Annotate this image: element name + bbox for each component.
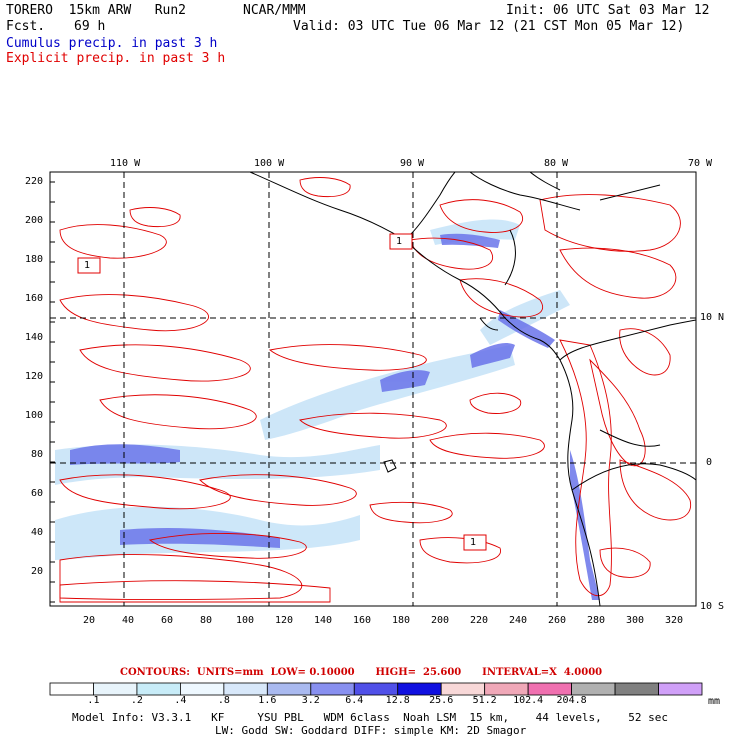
colorbar-swatch xyxy=(223,682,268,696)
colorbar-label: 3.2 xyxy=(301,695,320,706)
field-explicit: Explicit precip. in past 3 h xyxy=(6,51,226,66)
colorbar-swatch xyxy=(136,682,181,696)
left-tick-label: 60 xyxy=(31,488,44,499)
org-label: NCAR/MMM xyxy=(243,3,306,18)
right-tick-label: 10 S xyxy=(700,601,725,612)
colorbar-swatch xyxy=(614,682,659,696)
top-tick-label: 90 W xyxy=(400,158,425,169)
left-tick-label: 180 xyxy=(25,254,44,265)
explicit-precip-contours xyxy=(59,177,692,603)
colorbar-swatch xyxy=(571,682,616,696)
bottom-tick-label: 280 xyxy=(587,615,606,626)
map-box-label-3: 1 xyxy=(470,537,477,548)
right-tick-label: 10 N xyxy=(700,312,725,323)
colorbar-swatch xyxy=(527,682,573,696)
bottom-tick-label: 120 xyxy=(275,615,294,626)
colorbar-swatch xyxy=(440,682,486,696)
left-tick-label: 160 xyxy=(25,293,44,304)
colorbar-label: 204.8 xyxy=(556,695,587,706)
bottom-tick-label: 100 xyxy=(236,615,255,626)
colorbar-label: 6.4 xyxy=(345,695,364,706)
right-tick-label: 0 xyxy=(706,457,713,468)
colorbar-label: 12.8 xyxy=(385,695,410,706)
left-tick-label: 40 xyxy=(31,527,44,538)
left-tick-label: 80 xyxy=(31,449,44,460)
bottom-tick-label: 20 xyxy=(83,615,96,626)
axis-ticks xyxy=(50,181,55,603)
bottom-tick-label: 320 xyxy=(665,615,684,626)
bottom-tick-label: 80 xyxy=(200,615,213,626)
model-title: TORERO 15km ARW Run2 xyxy=(6,3,187,18)
left-tick-label: 100 xyxy=(25,410,44,421)
colorbar-label: .2 xyxy=(130,695,143,706)
fcst-label: Fcst. xyxy=(6,19,46,34)
colorbar-label: .4 xyxy=(174,695,187,706)
colorbar-label: 102.4 xyxy=(513,695,544,706)
top-tick-label: 100 W xyxy=(254,158,285,169)
colorbar-swatch xyxy=(353,682,399,696)
heavy-precip-shading xyxy=(70,233,600,600)
bottom-tick-label: 60 xyxy=(161,615,174,626)
bottom-tick-label: 260 xyxy=(548,615,567,626)
colorbar-unit: mm xyxy=(708,696,721,707)
colorbar-swatch xyxy=(266,682,312,696)
left-tick-label: 120 xyxy=(25,371,44,382)
colorbar-label: 1.6 xyxy=(258,695,277,706)
colorbar-swatch xyxy=(484,682,529,696)
bottom-tick-label: 140 xyxy=(314,615,333,626)
map-label-boxes xyxy=(77,233,487,551)
valid-time: Valid: 03 UTC Tue 06 Mar 12 (21 CST Mon … xyxy=(293,19,685,34)
colorbar-label: .8 xyxy=(217,695,230,706)
left-tick-label: 140 xyxy=(25,332,44,343)
top-tick-label: 70 W xyxy=(688,158,713,169)
colorbar-swatch xyxy=(49,682,94,696)
top-tick-label: 80 W xyxy=(544,158,569,169)
bottom-tick-label: 160 xyxy=(353,615,372,626)
bottom-tick-label: 40 xyxy=(122,615,135,626)
colorbar-swatch xyxy=(179,682,225,696)
colorbar-swatch xyxy=(658,682,703,696)
init-time: Init: 06 UTC Sat 03 Mar 12 xyxy=(506,3,710,18)
top-tick-label: 110 W xyxy=(110,158,141,169)
model-info: Model Info: V3.3.1 KF YSU PBL WDM 6class… xyxy=(72,711,669,724)
colorbar-label: 25.6 xyxy=(429,695,454,706)
colorbar-swatch xyxy=(310,682,355,696)
bottom-tick-label: 200 xyxy=(431,615,450,626)
lat-lon-grid xyxy=(50,172,696,606)
colorbar-swatch xyxy=(397,682,442,696)
colorbar-label: .1 xyxy=(87,695,100,706)
colorbar-swatch xyxy=(93,682,138,696)
contours-info: CONTOURS: UNITS=mm LOW= 0.10000 HIGH= 25… xyxy=(120,667,603,678)
bottom-tick-label: 300 xyxy=(626,615,645,626)
fcst-hours: 69 h xyxy=(74,19,106,34)
bottom-tick-label: 240 xyxy=(509,615,528,626)
colorbar xyxy=(49,682,703,696)
physics-info: LW: Godd SW: Goddard DIFF: simple KM: 2D… xyxy=(215,724,527,737)
left-tick-label: 20 xyxy=(31,566,44,577)
map-box-label-1: 1 xyxy=(84,260,91,271)
bottom-tick-label: 180 xyxy=(392,615,411,626)
left-tick-label: 220 xyxy=(25,176,44,187)
bottom-tick-label: 220 xyxy=(470,615,489,626)
left-tick-label: 200 xyxy=(25,215,44,226)
colorbar-label: 51.2 xyxy=(472,695,497,706)
field-cumulus: Cumulus precip. in past 3 h xyxy=(6,36,218,51)
map-box-label-2: 1 xyxy=(396,236,403,247)
